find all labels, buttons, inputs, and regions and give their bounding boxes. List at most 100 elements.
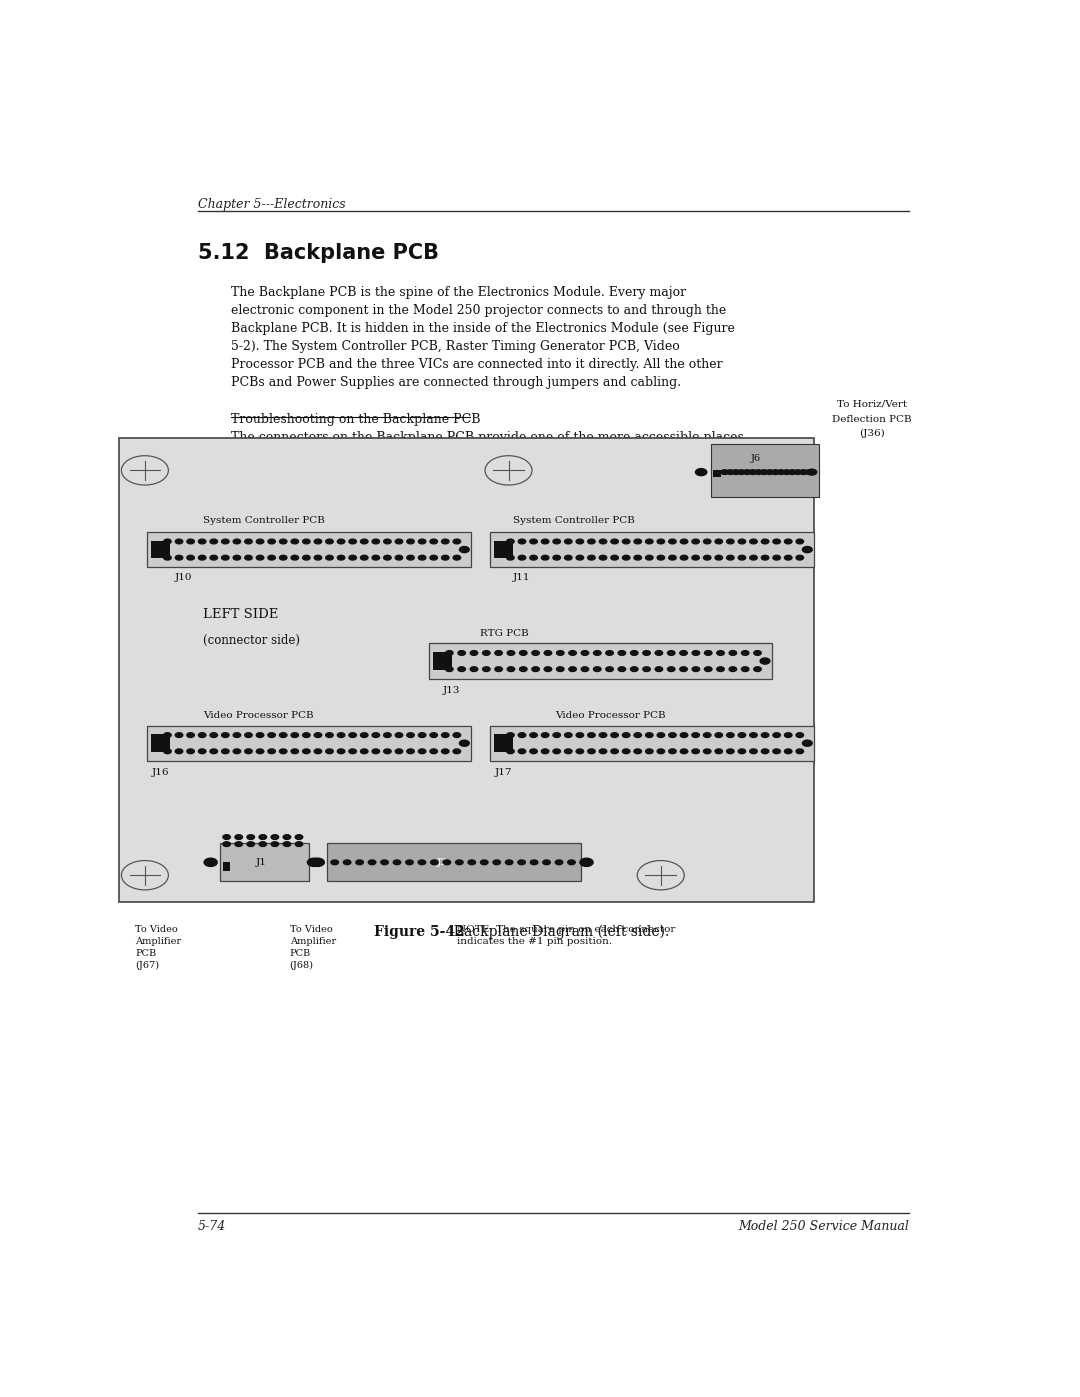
- Circle shape: [680, 733, 688, 738]
- Circle shape: [553, 539, 561, 543]
- Circle shape: [268, 556, 275, 560]
- Circle shape: [727, 733, 734, 738]
- Circle shape: [588, 556, 595, 560]
- Circle shape: [233, 556, 241, 560]
- Bar: [711, 444, 819, 497]
- Circle shape: [618, 651, 625, 655]
- Circle shape: [738, 733, 745, 738]
- Circle shape: [606, 651, 613, 655]
- Text: The Backplane PCB is the spine of the Electronics Module. Every major
electronic: The Backplane PCB is the spine of the El…: [231, 286, 735, 388]
- Bar: [151, 541, 170, 559]
- Circle shape: [210, 556, 217, 560]
- Circle shape: [576, 556, 583, 560]
- Circle shape: [483, 651, 490, 655]
- Circle shape: [569, 651, 577, 655]
- Text: J1: J1: [256, 858, 267, 866]
- Circle shape: [393, 861, 401, 865]
- Circle shape: [556, 651, 564, 655]
- Circle shape: [806, 469, 813, 475]
- Text: J11: J11: [513, 573, 530, 583]
- Circle shape: [164, 733, 172, 738]
- Circle shape: [669, 749, 676, 753]
- Circle shape: [507, 539, 514, 543]
- Circle shape: [576, 539, 583, 543]
- Circle shape: [611, 539, 619, 543]
- Circle shape: [221, 539, 229, 543]
- Circle shape: [407, 539, 415, 543]
- Circle shape: [121, 455, 168, 485]
- Text: RTG PCB: RTG PCB: [481, 629, 529, 637]
- Circle shape: [372, 733, 379, 738]
- Circle shape: [669, 539, 676, 543]
- Circle shape: [295, 835, 302, 840]
- Circle shape: [199, 749, 206, 753]
- Circle shape: [692, 539, 700, 543]
- Circle shape: [235, 835, 242, 840]
- Circle shape: [199, 556, 206, 560]
- Circle shape: [247, 835, 255, 840]
- Circle shape: [646, 749, 653, 753]
- Bar: [495, 541, 513, 559]
- Text: Chapter 5---Electronics: Chapter 5---Electronics: [198, 198, 346, 211]
- Circle shape: [656, 651, 663, 655]
- Circle shape: [761, 539, 769, 543]
- Circle shape: [679, 651, 687, 655]
- Circle shape: [715, 749, 723, 753]
- Circle shape: [755, 469, 762, 475]
- Circle shape: [495, 651, 502, 655]
- Circle shape: [773, 749, 781, 753]
- Circle shape: [580, 858, 593, 866]
- Circle shape: [349, 539, 356, 543]
- Circle shape: [507, 749, 514, 753]
- Circle shape: [361, 749, 368, 753]
- Circle shape: [622, 539, 630, 543]
- Bar: [495, 735, 513, 752]
- Bar: [714, 469, 720, 478]
- Circle shape: [456, 861, 463, 865]
- Circle shape: [800, 469, 808, 475]
- Circle shape: [505, 861, 513, 865]
- Circle shape: [588, 749, 595, 753]
- Circle shape: [221, 556, 229, 560]
- Circle shape: [611, 749, 619, 753]
- Circle shape: [576, 733, 583, 738]
- Text: System Controller PCB: System Controller PCB: [203, 515, 325, 525]
- Circle shape: [773, 539, 781, 543]
- Circle shape: [657, 733, 664, 738]
- Circle shape: [766, 469, 773, 475]
- Circle shape: [280, 733, 287, 738]
- Circle shape: [680, 749, 688, 753]
- Circle shape: [483, 666, 490, 672]
- Circle shape: [519, 666, 527, 672]
- Circle shape: [349, 749, 356, 753]
- Circle shape: [588, 733, 595, 738]
- Circle shape: [187, 733, 194, 738]
- Circle shape: [541, 733, 549, 738]
- Circle shape: [703, 749, 711, 753]
- Text: (connector side): (connector side): [203, 634, 300, 647]
- Circle shape: [727, 539, 734, 543]
- Circle shape: [657, 539, 664, 543]
- Circle shape: [750, 539, 757, 543]
- Circle shape: [518, 539, 526, 543]
- Circle shape: [568, 861, 576, 865]
- Circle shape: [738, 556, 745, 560]
- Circle shape: [796, 733, 804, 738]
- Circle shape: [518, 861, 525, 865]
- Circle shape: [395, 733, 403, 738]
- Circle shape: [717, 666, 725, 672]
- Circle shape: [442, 749, 449, 753]
- Circle shape: [692, 556, 700, 560]
- Circle shape: [418, 733, 426, 738]
- Bar: [429, 644, 771, 679]
- Text: LEFT SIDE: LEFT SIDE: [203, 608, 279, 620]
- Bar: [489, 532, 814, 567]
- Text: Backplane Diagram (left side).: Backplane Diagram (left side).: [445, 925, 669, 939]
- Circle shape: [581, 666, 589, 672]
- Circle shape: [802, 740, 812, 746]
- Circle shape: [210, 539, 217, 543]
- Circle shape: [530, 733, 538, 738]
- Circle shape: [326, 749, 334, 753]
- Text: (J36): (J36): [860, 429, 885, 439]
- Circle shape: [771, 469, 779, 475]
